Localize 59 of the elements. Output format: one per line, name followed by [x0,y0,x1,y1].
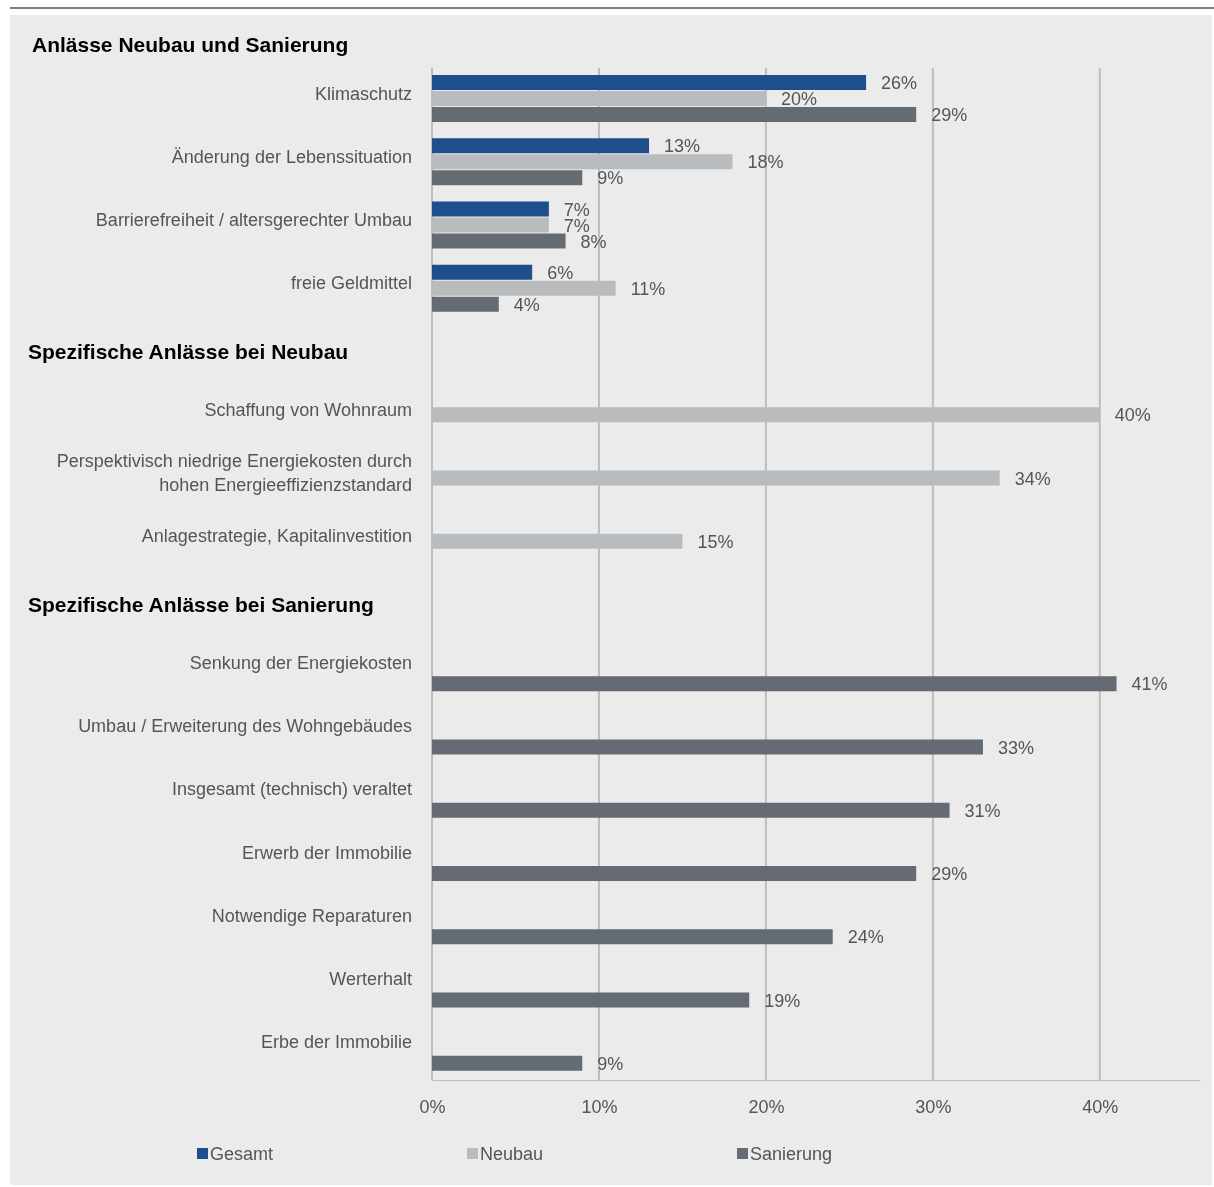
data-label: 4% [513,294,540,315]
data-label: 29% [931,105,968,125]
data-label: 15% [697,531,734,552]
bar [432,676,1117,692]
y-tick-label: Senkung der Energiekosten [189,652,412,673]
x-tick-label: 10% [581,1096,618,1117]
bar [432,107,917,122]
data-label: 41% [1131,674,1168,695]
data-label: 20% [780,89,817,109]
bar [432,992,750,1008]
y-tick-label: Erbe der Immobilie [260,1032,412,1053]
bar [432,170,583,186]
legend-label: Sanierung [750,1144,833,1164]
y-tick-label: Werterhalt [329,969,412,990]
bar [432,296,499,312]
bar [432,929,833,945]
text: Anlässe Neubau und Sanierung [32,33,349,56]
bar [432,802,950,818]
x-tick-label: 30% [915,1096,952,1117]
y-tick-label: Anlagestrategie, Kapitalinvestition [141,526,412,547]
y-tick-label: Klimaschutz [314,83,412,104]
y-tick-label: Barrierefreiheit / altersgerechter Umbau [95,210,412,231]
data-label: 19% [764,990,801,1011]
y-tick-label: Änderung der Lebenssituation [171,146,412,167]
bar [432,75,867,90]
bar [432,866,917,881]
y-tick-label: Erwerb der Immobilie [241,842,412,863]
y-tick-label: Notwendige Reparaturen [211,905,412,926]
bar [432,1055,583,1071]
y-tick-label: Insgesamt (technisch) veraltet [171,779,412,800]
data-label: 13% [664,136,701,157]
legend-label: Neubau [480,1144,544,1164]
x-tick-label: 40% [1082,1096,1119,1117]
y-tick-label: Perspektivisch niedrige Energiekosten durch hohen Energieeffizienzstandard [56,451,412,496]
legend-label: Gesamt [210,1144,274,1164]
data-label: 9% [597,168,624,189]
data-label: 18% [747,152,784,173]
y-tick-label: Umbau / Erweiterung des Wohngebäudes [78,716,412,737]
bar [432,264,533,280]
x-tick-label: 0% [419,1096,446,1117]
bar [432,201,549,217]
x-tick-label: 20% [748,1096,785,1117]
data-label: 11% [630,278,666,299]
data-label: 29% [931,864,968,884]
y-tick-label: freie Geldmittel [290,273,412,294]
y-tick-label: Schaffung von Wohnraum [204,399,412,420]
data-label: 40% [1114,405,1151,426]
data-label: 26% [881,73,918,93]
data-label: 34% [1014,468,1051,489]
text: Spezifische Anlässe bei Sanierung [28,592,374,616]
bar [432,739,983,755]
data-label: 31% [964,800,1001,821]
data-label: 33% [997,737,1034,758]
data-label: 6% [547,262,574,283]
data-label: 24% [847,927,884,948]
text: Spezifische Anlässe bei Neubau [28,339,349,363]
bar [432,138,650,154]
data-label: 9% [597,1053,624,1074]
bar [432,233,566,249]
